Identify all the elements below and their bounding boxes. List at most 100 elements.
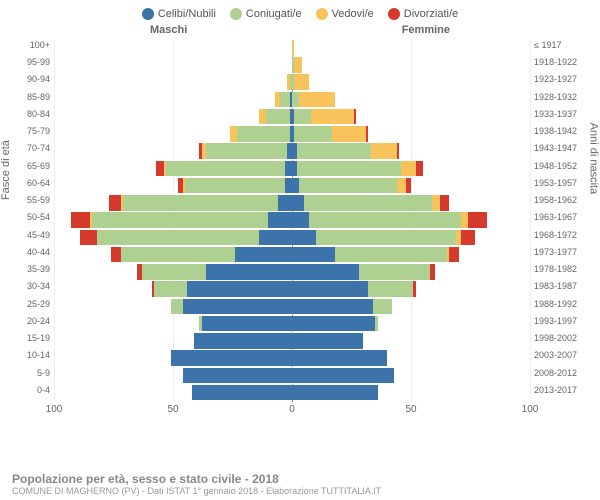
bar-segment bbox=[416, 161, 423, 177]
age-label: 55-59 bbox=[16, 195, 50, 205]
bar-segment bbox=[292, 281, 368, 297]
year-label: 1993-1997 bbox=[534, 316, 586, 326]
year-label: 1973-1977 bbox=[534, 247, 586, 257]
bar-segment bbox=[292, 195, 304, 211]
bar-segment bbox=[202, 316, 292, 332]
bar-f bbox=[292, 316, 530, 332]
bar-segment bbox=[304, 195, 433, 211]
bar-segment bbox=[368, 281, 413, 297]
legend-swatch bbox=[142, 8, 154, 20]
age-label: 100+ bbox=[16, 40, 50, 50]
legend-label: Vedovi/e bbox=[332, 8, 374, 20]
bar-segment bbox=[292, 368, 394, 384]
bar-segment bbox=[292, 247, 335, 263]
bar-segment bbox=[166, 161, 285, 177]
y-axis-right-label: Anni di nascita bbox=[588, 123, 600, 195]
bar-segment bbox=[366, 126, 368, 142]
bar-segment bbox=[285, 161, 292, 177]
bar-segment bbox=[92, 212, 268, 228]
age-row: 0-42013-2017 bbox=[54, 385, 530, 401]
bar-segment bbox=[401, 161, 415, 177]
bar-segment bbox=[285, 178, 292, 194]
age-label: 45-49 bbox=[16, 230, 50, 240]
bar-segment bbox=[292, 385, 378, 401]
bar-segment bbox=[156, 161, 163, 177]
bar-segment bbox=[297, 143, 371, 159]
age-label: 40-44 bbox=[16, 247, 50, 257]
bar-segment bbox=[278, 195, 292, 211]
bar-f bbox=[292, 385, 530, 401]
year-label: 1948-1952 bbox=[534, 161, 586, 171]
age-label: 35-39 bbox=[16, 264, 50, 274]
bar-segment bbox=[206, 143, 287, 159]
age-row: 35-391978-1982 bbox=[54, 264, 530, 280]
bar-segment bbox=[292, 212, 309, 228]
bar-m bbox=[54, 316, 292, 332]
bar-m bbox=[54, 178, 292, 194]
bar-segment bbox=[440, 195, 450, 211]
bar-segment bbox=[183, 299, 292, 315]
bar-segment bbox=[294, 57, 301, 73]
bar-segment bbox=[406, 178, 411, 194]
bar-segment bbox=[230, 126, 237, 142]
year-label: 2008-2012 bbox=[534, 368, 586, 378]
age-label: 25-29 bbox=[16, 299, 50, 309]
bar-m bbox=[54, 57, 292, 73]
bar-m bbox=[54, 299, 292, 315]
chart-title: Popolazione per età, sesso e stato civil… bbox=[12, 472, 588, 486]
age-row: 95-991918-1922 bbox=[54, 57, 530, 73]
bar-segment bbox=[461, 212, 468, 228]
age-label: 10-14 bbox=[16, 350, 50, 360]
year-label: 2013-2017 bbox=[534, 385, 586, 395]
age-label: 80-84 bbox=[16, 109, 50, 119]
year-label: 1958-1962 bbox=[534, 195, 586, 205]
bar-f bbox=[292, 126, 530, 142]
bar-segment bbox=[194, 333, 292, 349]
bar-segment bbox=[397, 143, 399, 159]
bar-m bbox=[54, 126, 292, 142]
bar-segment bbox=[316, 230, 456, 246]
bar-segment bbox=[268, 212, 292, 228]
year-label: 1933-1937 bbox=[534, 109, 586, 119]
legend-label: Celibi/Nubili bbox=[158, 8, 216, 20]
legend-swatch bbox=[230, 8, 242, 20]
age-label: 20-24 bbox=[16, 316, 50, 326]
bar-f bbox=[292, 195, 530, 211]
year-label: 1938-1942 bbox=[534, 126, 586, 136]
bar-segment bbox=[461, 230, 475, 246]
bar-segment bbox=[206, 264, 292, 280]
age-label: 85-89 bbox=[16, 92, 50, 102]
x-tick: 100 bbox=[46, 404, 63, 415]
x-tick: 50 bbox=[167, 404, 178, 415]
legend-item: Divorziati/e bbox=[388, 8, 458, 20]
year-label: 1953-1957 bbox=[534, 178, 586, 188]
x-tick: 0 bbox=[289, 404, 295, 415]
age-row: 60-641953-1957 bbox=[54, 178, 530, 194]
age-row: 10-142003-2007 bbox=[54, 350, 530, 366]
bar-segment bbox=[123, 195, 278, 211]
year-label: 1928-1932 bbox=[534, 92, 586, 102]
bar-m bbox=[54, 92, 292, 108]
bar-segment bbox=[266, 109, 290, 125]
bar-segment bbox=[259, 230, 292, 246]
bar-segment bbox=[292, 92, 299, 108]
legend-item: Celibi/Nubili bbox=[142, 8, 216, 20]
bar-segment bbox=[292, 299, 373, 315]
bar-segment bbox=[309, 212, 461, 228]
legend-label: Divorziati/e bbox=[404, 8, 458, 20]
bar-segment bbox=[449, 247, 459, 263]
age-row: 15-191998-2002 bbox=[54, 333, 530, 349]
bar-segment bbox=[292, 316, 375, 332]
bar-segment bbox=[235, 247, 292, 263]
bar-m bbox=[54, 350, 292, 366]
bar-segment bbox=[292, 333, 363, 349]
bar-f bbox=[292, 143, 530, 159]
age-label: 50-54 bbox=[16, 212, 50, 222]
age-label: 5-9 bbox=[16, 368, 50, 378]
bar-segment bbox=[192, 385, 292, 401]
bar-segment bbox=[332, 126, 365, 142]
bar-f bbox=[292, 161, 530, 177]
legend-item: Vedovi/e bbox=[316, 8, 374, 20]
bar-segment bbox=[311, 109, 354, 125]
bar-f bbox=[292, 230, 530, 246]
